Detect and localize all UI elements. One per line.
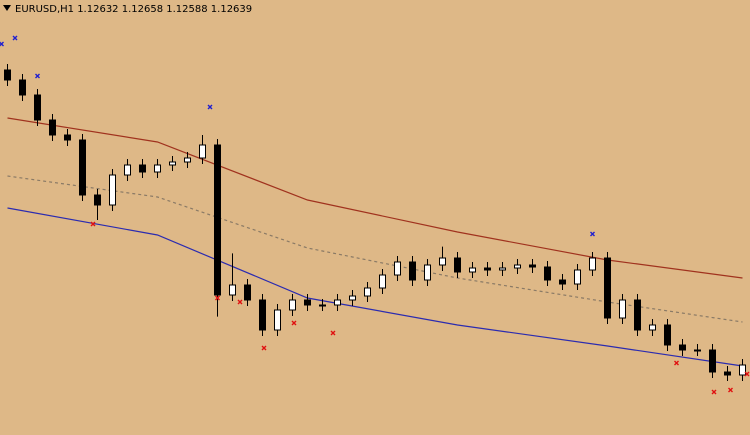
candle-body	[4, 69, 11, 81]
candle-body	[469, 267, 476, 273]
candle-body	[724, 371, 731, 376]
fractal-marker	[728, 387, 733, 393]
candle-body	[244, 284, 251, 301]
candle-body	[124, 164, 131, 176]
candle-body	[274, 309, 281, 331]
candle-body	[229, 284, 236, 296]
candle-body	[214, 144, 221, 296]
candle-body	[34, 94, 41, 121]
candle-body	[349, 295, 356, 301]
candle-body	[589, 257, 596, 271]
candle-body	[334, 299, 341, 306]
candle-body	[424, 264, 431, 281]
candle-body	[529, 264, 536, 268]
fractal-marker	[674, 360, 679, 366]
fractal-marker	[215, 295, 220, 301]
candle-body	[739, 364, 746, 376]
candle-body	[394, 261, 401, 276]
candle-body	[604, 257, 611, 319]
candle-body	[139, 164, 146, 173]
moving-average-line	[7, 117, 743, 279]
candle-body	[514, 264, 521, 269]
candle-body	[679, 344, 686, 351]
candle-body	[154, 164, 161, 173]
candle-body	[379, 274, 386, 289]
candle-body	[49, 119, 56, 136]
fractal-marker	[0, 41, 4, 47]
candle-body	[634, 299, 641, 331]
candle-body	[544, 266, 551, 281]
candle-body	[79, 139, 86, 196]
candle-body	[499, 267, 506, 271]
candle-body	[259, 299, 266, 331]
fractal-marker	[35, 73, 40, 79]
candle-body	[439, 257, 446, 266]
fractal-marker	[207, 104, 213, 110]
moving-average-line	[7, 175, 743, 323]
candle-body	[319, 304, 326, 307]
candle-body	[64, 134, 71, 141]
candle-body	[199, 144, 206, 159]
candle-body	[364, 287, 371, 297]
candle-body	[709, 349, 716, 373]
candle-body	[484, 267, 491, 271]
symbol-arrow	[3, 5, 11, 11]
fractal-marker	[330, 330, 336, 336]
fractal-marker	[12, 35, 18, 41]
candle-body	[94, 194, 101, 206]
candle-body	[19, 79, 26, 96]
candle-body	[109, 174, 116, 206]
chart-title: EURUSD,H1 1.12632 1.12658 1.12588 1.1263…	[15, 4, 252, 15]
candle-body	[304, 299, 311, 306]
candle-body	[454, 257, 461, 273]
fractal-marker	[590, 231, 595, 237]
plot-area	[0, 35, 750, 395]
candle-body	[694, 349, 701, 352]
fractal-marker	[90, 221, 96, 227]
candle-body	[574, 269, 581, 285]
fractal-marker	[291, 320, 297, 326]
fractal-marker	[744, 371, 750, 377]
fractal-marker	[237, 299, 243, 305]
candle-body	[619, 299, 626, 319]
candle-body	[289, 299, 296, 311]
candle-body	[649, 324, 656, 331]
candle-body	[664, 324, 671, 346]
candle-body	[184, 157, 191, 163]
moving-average-line	[7, 207, 743, 367]
fractal-marker	[261, 345, 267, 351]
candle-body	[559, 279, 566, 285]
candle-body	[409, 261, 416, 281]
candle-body	[169, 161, 176, 166]
fractal-marker	[711, 389, 717, 395]
